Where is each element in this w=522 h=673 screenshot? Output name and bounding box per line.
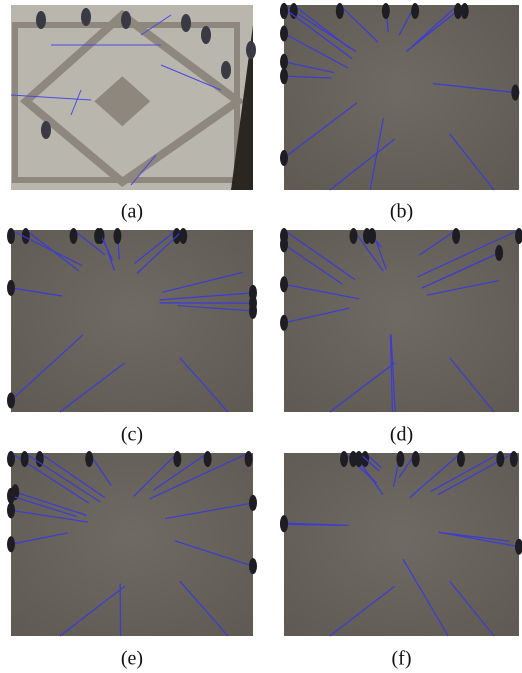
panel: (d) (280, 228, 522, 446)
pedestrian (280, 68, 288, 84)
pedestrian (249, 303, 257, 319)
panel: (a) (11, 5, 256, 223)
pedestrian (21, 451, 29, 467)
pedestrian (280, 54, 288, 70)
pedestrian (452, 228, 460, 244)
pedestrian (355, 451, 363, 467)
panel: (f) (280, 451, 522, 670)
pedestrian (280, 276, 288, 292)
pedestrian (511, 85, 519, 101)
pedestrian (249, 558, 257, 574)
pedestrian (201, 26, 211, 44)
pedestrian (280, 236, 288, 252)
render-image (11, 230, 253, 412)
pedestrian (85, 451, 93, 467)
pedestrian (290, 3, 298, 19)
pedestrian (340, 451, 348, 467)
pedestrian (181, 14, 191, 32)
pedestrian (411, 3, 419, 19)
pedestrian (7, 488, 15, 504)
pedestrian (510, 451, 518, 467)
panel: (e) (7, 451, 257, 670)
pedestrian (412, 451, 420, 467)
panel-caption: (e) (121, 648, 143, 670)
pedestrian (7, 280, 15, 296)
pedestrian (280, 315, 288, 331)
pedestrian (173, 451, 181, 467)
pedestrian (249, 495, 257, 511)
render-image (11, 453, 253, 636)
pedestrian (457, 451, 465, 467)
panel: (b) (280, 3, 519, 223)
pedestrian (454, 3, 462, 19)
pedestrian (7, 502, 15, 518)
pedestrian (41, 121, 51, 139)
pedestrian (280, 516, 288, 532)
pedestrian (7, 536, 15, 552)
pedestrian (280, 3, 288, 19)
pedestrian (7, 451, 15, 467)
pedestrian (221, 61, 231, 79)
pedestrian (7, 392, 15, 408)
panel-caption: (f) (392, 648, 412, 670)
pedestrian (113, 228, 121, 244)
panel-caption: (c) (121, 424, 143, 446)
pedestrian (396, 451, 404, 467)
pedestrian (280, 150, 288, 166)
figure: (a) (b) (c) (d) (e) (f) (0, 0, 522, 673)
render-image (284, 5, 519, 190)
pedestrian (249, 285, 257, 301)
pedestrian (179, 228, 187, 244)
panel-caption: (a) (121, 201, 143, 223)
render-image (284, 453, 519, 636)
pedestrian (496, 451, 504, 467)
pedestrian (81, 8, 91, 26)
pedestrian (36, 11, 46, 29)
pedestrian (336, 3, 344, 19)
pedestrian (495, 245, 503, 261)
pedestrian (368, 228, 376, 244)
pedestrian (246, 41, 256, 59)
pedestrian (121, 11, 131, 29)
pedestrian (350, 228, 358, 244)
pedestrian (280, 25, 288, 41)
pedestrian (94, 228, 102, 244)
pedestrian (7, 228, 15, 244)
panel: (c) (7, 228, 257, 446)
render-image (284, 230, 519, 412)
pedestrian (70, 228, 78, 244)
pedestrian (245, 451, 253, 467)
pedestrian (204, 451, 212, 467)
panel-caption: (b) (390, 201, 413, 223)
pedestrian (382, 3, 390, 19)
panel-caption: (d) (390, 424, 413, 446)
